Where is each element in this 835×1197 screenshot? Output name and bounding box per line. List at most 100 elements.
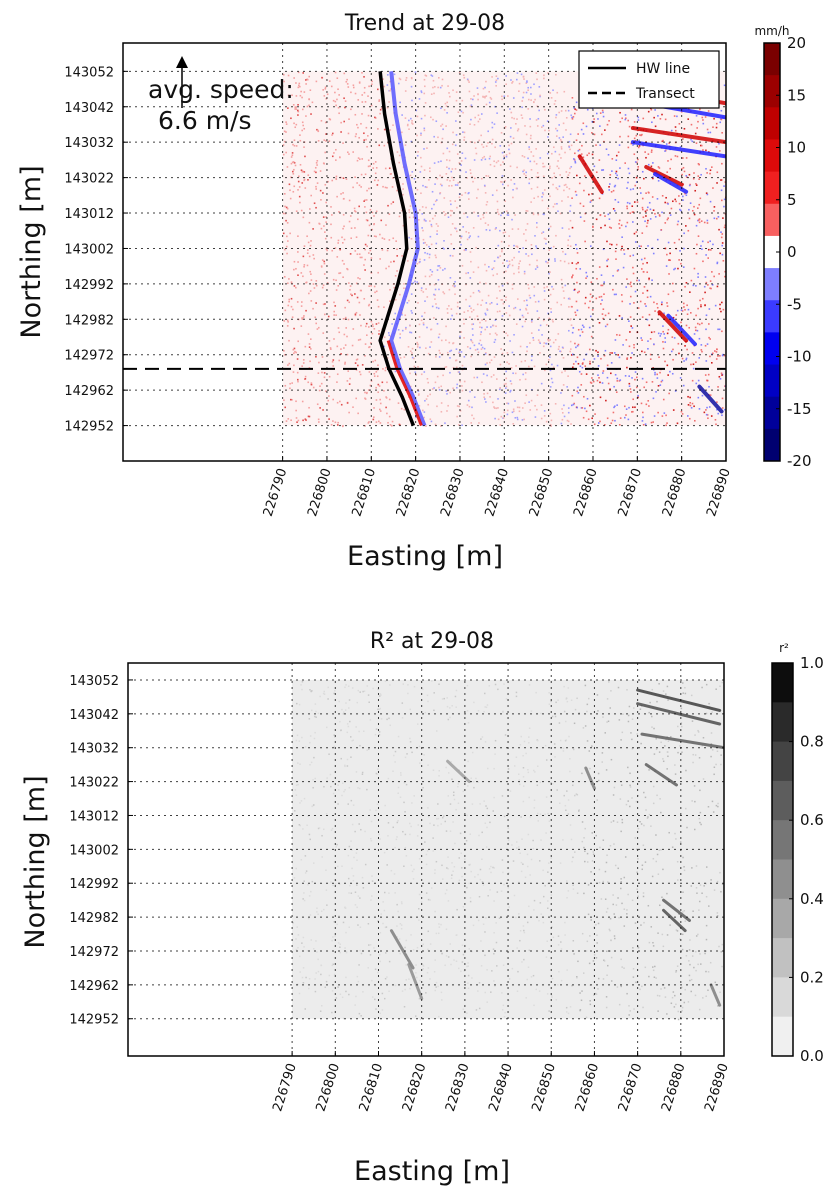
heatmap-pixel [355, 359, 358, 361]
heatmap-pixel [309, 689, 311, 691]
heatmap-pixel [312, 254, 315, 256]
heatmap-pixel [333, 301, 335, 304]
heatmap-pixel [539, 157, 542, 159]
heatmap-pixel [315, 162, 318, 164]
colorbar-band [764, 203, 780, 237]
heatmap-pixel [425, 853, 428, 856]
y-tick-label: 142982 [69, 911, 119, 926]
heatmap-pixel [312, 386, 315, 389]
heatmap-pixel [481, 831, 483, 834]
heatmap-pixel [378, 420, 380, 423]
heatmap-pixel [505, 370, 507, 373]
heatmap-pixel [417, 365, 419, 368]
heatmap-pixel [564, 183, 567, 186]
heatmap-pixel [495, 75, 498, 77]
heatmap-pixel [672, 200, 674, 203]
heatmap-pixel [650, 421, 653, 424]
heatmap-pixel [478, 118, 481, 120]
heatmap-pixel [469, 316, 471, 318]
heatmap-pixel [626, 689, 628, 691]
heatmap-pixel [682, 199, 684, 201]
heatmap-pixel [481, 157, 484, 159]
heatmap-pixel [570, 404, 573, 407]
heatmap-pixel [680, 722, 683, 724]
heatmap-pixel [609, 174, 612, 176]
heatmap-pixel [296, 926, 299, 928]
heatmap-pixel [289, 197, 292, 200]
heatmap-pixel [521, 106, 523, 109]
heatmap-pixel [480, 113, 483, 115]
heatmap-pixel [432, 79, 435, 82]
heatmap-pixel [579, 268, 582, 270]
heatmap-pixel [555, 701, 557, 704]
heatmap-pixel [459, 410, 462, 412]
heatmap-pixel [510, 367, 513, 369]
heatmap-pixel [618, 315, 621, 317]
heatmap-pixel [572, 274, 574, 277]
heatmap-pixel [459, 335, 461, 338]
heatmap-pixel [444, 214, 446, 216]
heatmap-pixel [305, 976, 307, 979]
heatmap-pixel [477, 873, 479, 876]
heatmap-pixel [650, 825, 652, 827]
x-tick-label: 226870 [616, 1062, 646, 1114]
heatmap-pixel [442, 247, 444, 249]
heatmap-pixel [563, 90, 566, 93]
heatmap-pixel [298, 992, 301, 995]
heatmap-pixel [337, 106, 340, 109]
heatmap-pixel [467, 987, 470, 990]
heatmap-pixel [569, 770, 571, 773]
heatmap-pixel [369, 719, 372, 721]
heatmap-pixel [631, 205, 634, 208]
heatmap-pixel [522, 776, 525, 778]
heatmap-pixel [527, 108, 530, 110]
heatmap-pixel [561, 418, 564, 421]
speed-annotation-label: avg. speed: [148, 75, 294, 104]
heatmap-pixel [432, 86, 434, 89]
heatmap-pixel [437, 265, 439, 267]
heatmap-pixel [291, 382, 293, 384]
heatmap-pixel [626, 913, 628, 915]
heatmap-pixel [542, 175, 545, 178]
heatmap-pixel [567, 244, 569, 247]
heatmap-pixel [702, 736, 705, 739]
heatmap-pixel [334, 690, 336, 692]
heatmap-pixel [650, 149, 653, 152]
heatmap-pixel [503, 155, 505, 157]
heatmap-pixel [503, 883, 505, 886]
heatmap-pixel [554, 339, 557, 341]
heatmap-pixel [543, 298, 546, 301]
heatmap-pixel [626, 909, 628, 911]
heatmap-pixel [533, 365, 536, 368]
heatmap-pixel [317, 958, 319, 961]
heatmap-pixel [361, 773, 364, 775]
heatmap-pixel [707, 131, 710, 134]
heatmap-pixel [441, 698, 444, 700]
heatmap-pixel [317, 326, 320, 329]
heatmap-pixel [635, 981, 637, 984]
heatmap-pixel [322, 303, 325, 306]
heatmap-pixel [302, 255, 305, 258]
heatmap-pixel [634, 371, 637, 373]
heatmap-pixel [695, 969, 697, 972]
colorbar-band [764, 139, 780, 173]
heatmap-pixel [495, 378, 498, 380]
heatmap-pixel [371, 211, 374, 214]
heatmap-pixel [486, 807, 489, 810]
heatmap-pixel [661, 113, 663, 116]
heatmap-pixel [624, 114, 627, 116]
heatmap-pixel [308, 292, 310, 295]
heatmap-pixel [671, 336, 674, 338]
heatmap-pixel [429, 943, 432, 945]
heatmap-pixel [680, 110, 683, 113]
heatmap-pixel [626, 357, 629, 359]
heatmap-pixel [302, 828, 304, 830]
heatmap-pixel [330, 223, 332, 226]
heatmap-pixel [624, 117, 627, 120]
legend-box [578, 50, 720, 109]
heatmap-pixel [413, 365, 416, 368]
heatmap-pixel [424, 241, 426, 244]
heatmap-pixel [526, 223, 529, 225]
heatmap-pixel [604, 732, 606, 734]
heatmap-pixel [598, 159, 601, 161]
